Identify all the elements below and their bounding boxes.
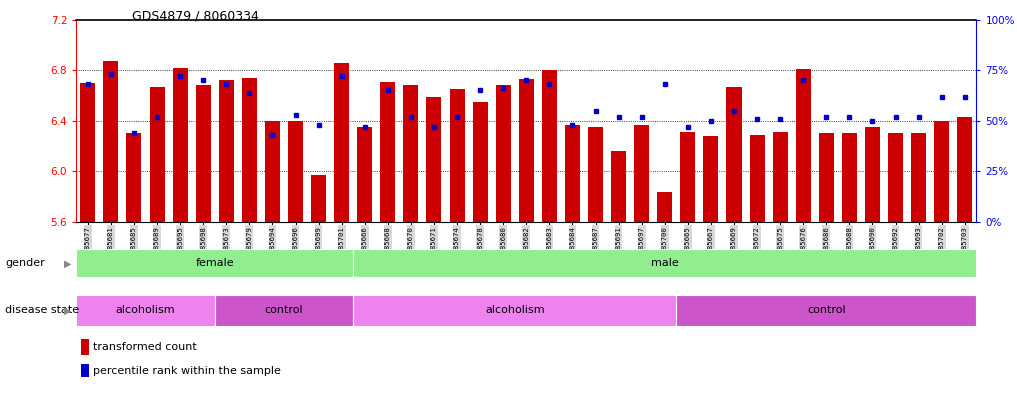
Text: GDS4879 / 8060334: GDS4879 / 8060334 [132,10,259,23]
Bar [750,135,765,222]
Text: male: male [651,258,678,268]
Bar [911,134,926,222]
Text: ▶: ▶ [64,305,71,316]
Bar [288,121,303,222]
Bar [81,364,88,377]
Text: alcoholism: alcoholism [485,305,544,315]
Text: disease state: disease state [5,305,79,316]
Bar [335,62,349,222]
Text: control: control [264,305,303,315]
Bar [957,117,972,222]
Bar [353,249,976,277]
Bar [635,125,649,222]
Bar [173,68,187,222]
Bar [565,125,580,222]
Bar [81,339,88,355]
Text: female: female [195,258,234,268]
Bar [935,121,949,222]
Bar [104,61,118,222]
Bar [404,85,418,222]
Text: ▶: ▶ [64,258,71,268]
Bar [450,89,465,222]
Bar [773,132,787,222]
Bar [149,87,165,222]
Bar [215,295,353,326]
Bar [726,87,741,222]
Bar [76,295,215,326]
Bar [588,127,603,222]
Bar [357,127,372,222]
Bar [676,295,976,326]
Bar [519,79,534,222]
Bar [76,249,353,277]
Bar [795,69,811,222]
Bar [426,97,441,222]
Bar [611,151,626,222]
Bar [311,175,326,222]
Bar [888,134,903,222]
Text: percentile rank within the sample: percentile rank within the sample [93,366,281,376]
Bar [265,121,280,222]
Bar [704,136,718,222]
Bar [680,132,696,222]
Bar [195,85,211,222]
Text: control: control [807,305,845,315]
Bar [542,70,557,222]
Bar [657,192,672,222]
Bar [865,127,880,222]
Bar [473,102,487,222]
Text: transformed count: transformed count [93,342,196,352]
Bar [242,78,257,222]
Bar [80,83,96,222]
Text: alcoholism: alcoholism [116,305,175,315]
Bar [219,81,234,222]
Bar [842,134,857,222]
Bar [495,85,511,222]
Bar [380,82,396,222]
Bar [819,134,834,222]
Bar [126,134,141,222]
Text: gender: gender [5,258,45,268]
Bar [353,295,676,326]
